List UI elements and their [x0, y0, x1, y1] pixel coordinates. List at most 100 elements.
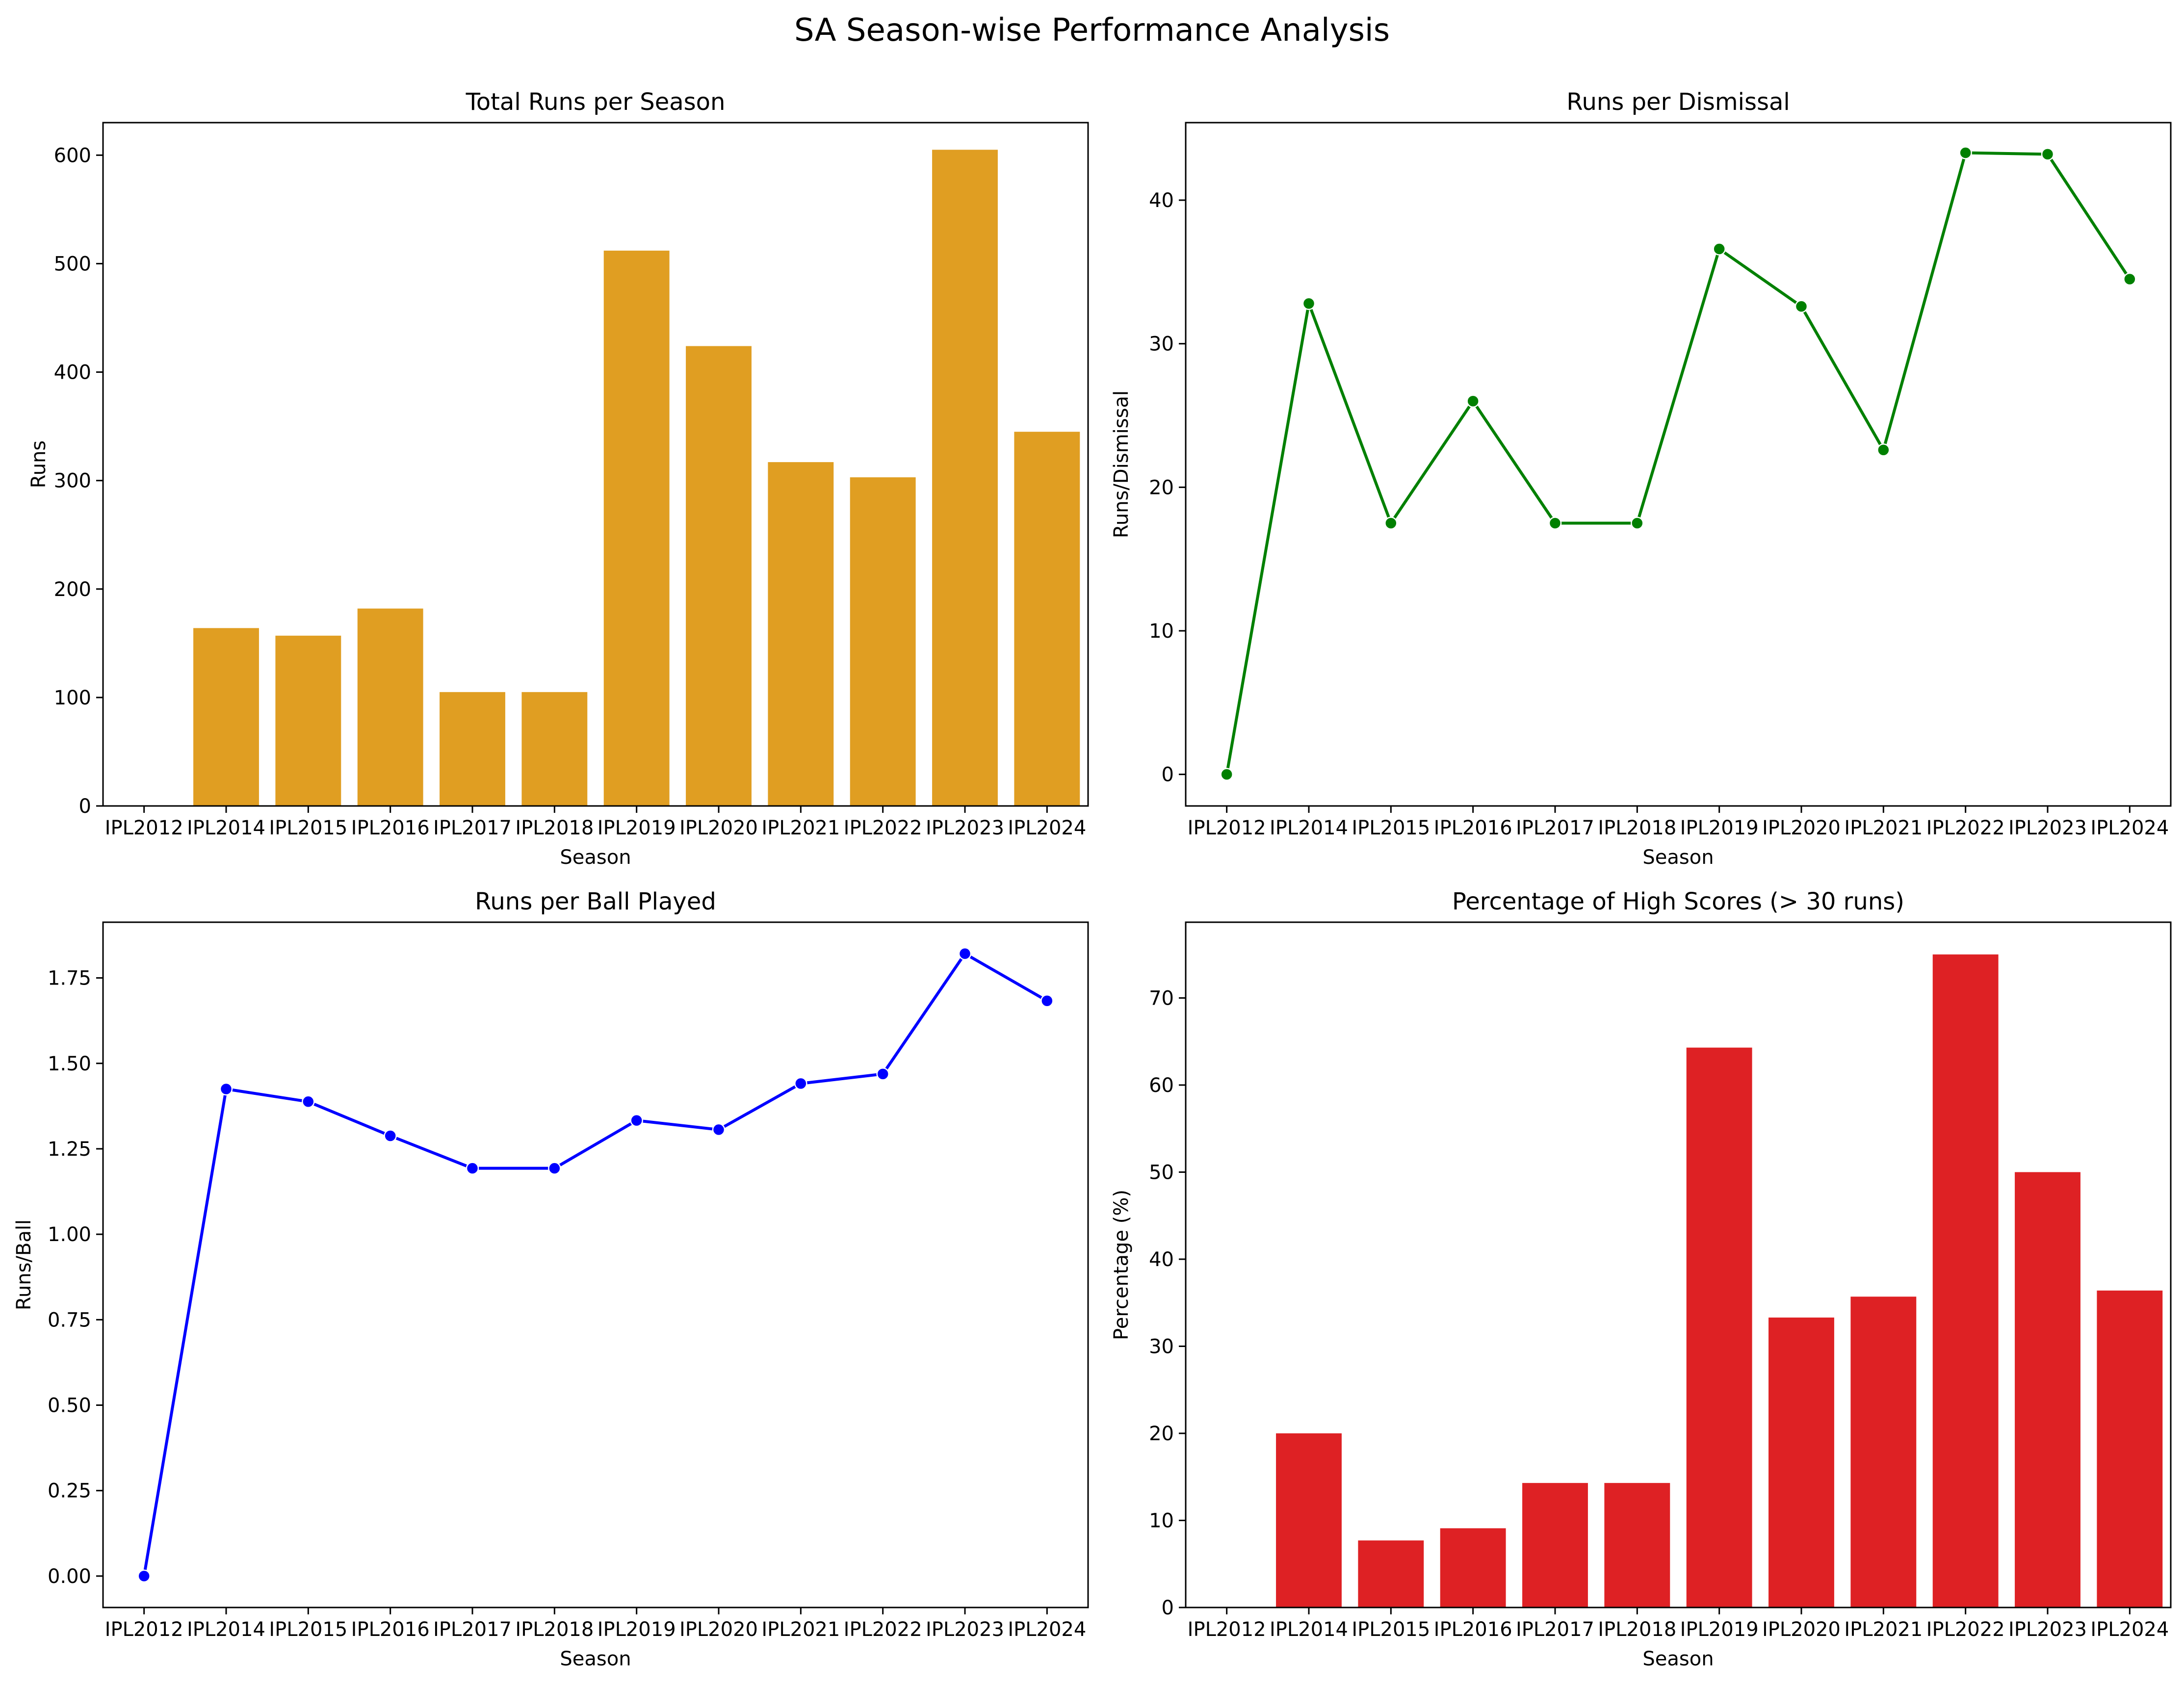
bar-IPL2017	[1522, 1483, 1588, 1607]
x-tick-label: IPL2012	[105, 1618, 183, 1641]
bar-IPL2016	[357, 608, 423, 806]
y-tick-label: 20	[1149, 1423, 1174, 1445]
bar-IPL2024	[2097, 1290, 2163, 1607]
x-tick-label: IPL2015	[269, 817, 347, 839]
y-tick-label: 0	[79, 795, 91, 818]
x-tick-label: IPL2019	[1680, 817, 1759, 839]
y-tick-label: 0.25	[48, 1480, 91, 1503]
y-tick-label: 0.75	[48, 1309, 91, 1331]
y-tick-label: 1.50	[48, 1053, 91, 1075]
x-tick-label: IPL2020	[1762, 1618, 1841, 1641]
point-IPL2015	[302, 1095, 315, 1109]
axes-frame	[1185, 921, 2172, 1608]
x-tick-label: IPL2023	[926, 1618, 1004, 1641]
point-IPL2014	[1302, 297, 1316, 310]
x-axis-label: Season	[1642, 846, 1714, 869]
x-tick-label: IPL2014	[1270, 817, 1348, 839]
x-tick-label: IPL2016	[1434, 1618, 1512, 1641]
point-IPL2020	[1794, 300, 1808, 313]
point-IPL2018	[1631, 517, 1644, 530]
bar-IPL2021	[1850, 1296, 1917, 1607]
x-tick-label: IPL2021	[761, 1618, 840, 1641]
x-tick-label: IPL2015	[269, 1618, 347, 1641]
axes-frame	[1185, 122, 2172, 807]
point-IPL2015	[1384, 517, 1398, 530]
subplot-title: Runs per Ball Played	[475, 888, 716, 915]
x-tick-label: IPL2019	[598, 1618, 676, 1641]
y-tick-label: 600	[54, 144, 91, 167]
y-tick-label: 1.00	[48, 1223, 91, 1246]
subplot-4: IPL2012 IPL2014 IPL2015 IPL2016 IPL2017 IPL20…	[1110, 888, 2172, 1670]
point-IPL2014	[219, 1082, 233, 1096]
x-axis-label: Season	[560, 846, 631, 869]
y-tick-label: 10	[1149, 1509, 1174, 1532]
x-tick-label: IPL2014	[1270, 1618, 1348, 1641]
x-tick-label: IPL2015	[1352, 817, 1430, 839]
bar-IPL2022	[1932, 954, 1999, 1607]
x-tick-label: IPL2017	[433, 1618, 512, 1641]
point-IPL2023	[958, 947, 972, 960]
y-tick-label: 40	[1149, 189, 1174, 212]
bar-IPL2023	[2015, 1172, 2080, 1607]
point-IPL2020	[712, 1123, 726, 1137]
x-tick-label: IPL2020	[679, 1618, 758, 1641]
bar-IPL2024	[1014, 432, 1080, 806]
bar-IPL2020	[686, 346, 752, 806]
x-tick-label: IPL2018	[1598, 1618, 1676, 1641]
point-IPL2022	[876, 1067, 889, 1081]
series-line	[142, 952, 1048, 1577]
x-tick-label: IPL2024	[1008, 817, 1086, 839]
bar-IPL2018	[1604, 1483, 1670, 1607]
bar-IPL2019	[603, 250, 670, 806]
point-IPL2019	[630, 1114, 643, 1127]
bar-IPL2015	[275, 635, 341, 806]
y-tick-label: 1.25	[48, 1138, 91, 1161]
y-tick-label: 40	[1149, 1248, 1174, 1271]
x-tick-label: IPL2024	[1008, 1618, 1086, 1641]
point-IPL2012	[1220, 768, 1233, 781]
x-tick-label: IPL2023	[2008, 1618, 2087, 1641]
bar-IPL2015	[1358, 1540, 1424, 1607]
y-tick-label: 0	[1162, 1597, 1174, 1619]
bar-IPL2019	[1686, 1047, 1752, 1607]
point-IPL2018	[548, 1162, 561, 1175]
x-tick-label: IPL2018	[1598, 817, 1676, 839]
y-tick-label: 0.00	[48, 1565, 91, 1588]
y-tick-label: 100	[54, 687, 91, 709]
x-tick-label: IPL2024	[2090, 1618, 2169, 1641]
x-tick-label: IPL2012	[105, 817, 183, 839]
x-tick-label: IPL2021	[1844, 817, 1923, 839]
x-tick-label: IPL2012	[1188, 1618, 1266, 1641]
x-tick-label: IPL2023	[926, 817, 1004, 839]
x-tick-label: IPL2018	[515, 817, 594, 839]
y-tick-label: 50	[1149, 1161, 1174, 1184]
y-tick-label: 200	[54, 578, 91, 601]
x-axis-label: Season	[560, 1648, 631, 1670]
point-IPL2023	[2041, 148, 2054, 161]
y-tick-label: 400	[54, 362, 91, 384]
point-IPL2024	[2123, 272, 2136, 286]
y-tick-label: 20	[1149, 476, 1174, 499]
point-IPL2021	[1877, 443, 1890, 457]
y-tick-label: 0	[1162, 764, 1174, 786]
x-tick-label: IPL2016	[1434, 817, 1512, 839]
y-tick-label: 1.75	[48, 967, 91, 990]
bar-IPL2014	[1276, 1433, 1342, 1607]
y-axis-label: Runs/Ball	[13, 1219, 35, 1310]
x-tick-label: IPL2016	[351, 817, 430, 839]
point-IPL2021	[794, 1077, 807, 1090]
x-tick-label: IPL2024	[2090, 817, 2169, 839]
y-tick-label: 500	[54, 253, 91, 275]
x-axis-label: Season	[1642, 1648, 1714, 1670]
bar-IPL2018	[521, 692, 588, 806]
y-tick-label: 60	[1149, 1074, 1174, 1097]
series-line	[1225, 151, 2131, 775]
x-tick-label: IPL2017	[433, 817, 512, 839]
x-tick-label: IPL2012	[1188, 817, 1266, 839]
x-tick-label: IPL2022	[844, 817, 922, 839]
subplot-1: IPL2012 IPL2014 IPL2015 IPL2016 IPL2017 IPL20…	[27, 88, 1089, 869]
x-tick-label: IPL2022	[1926, 1618, 2005, 1641]
subplot-title: Percentage of High Scores (> 30 runs)	[1452, 888, 1904, 915]
y-tick-label: 10	[1149, 620, 1174, 643]
